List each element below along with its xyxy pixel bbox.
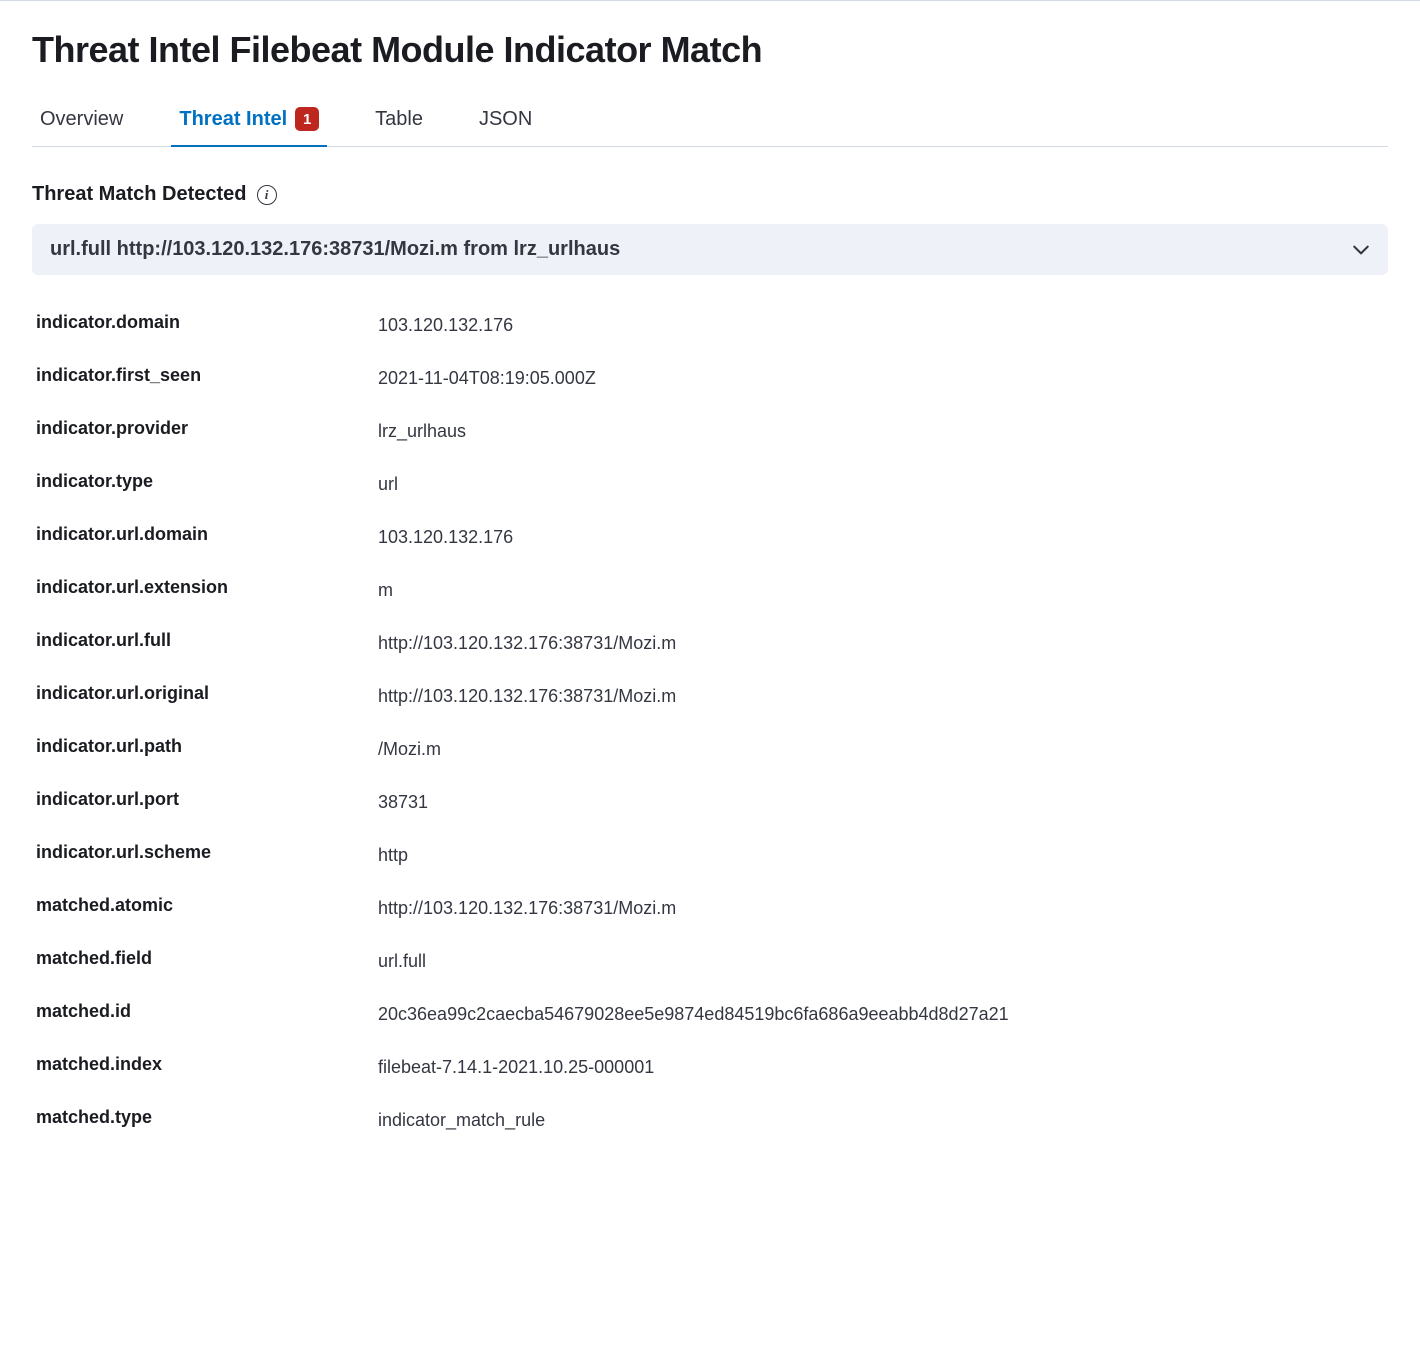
detail-row: indicator.url.path/Mozi.m [32, 723, 1388, 776]
detail-key: indicator.url.port [36, 789, 378, 810]
threat-match-accordion[interactable]: url.full http://103.120.132.176:38731/Mo… [32, 224, 1388, 275]
detail-row: indicator.providerlrz_urlhaus [32, 405, 1388, 458]
detail-value: url [378, 471, 1384, 498]
detail-row: matched.id20c36ea99c2caecba54679028ee5e9… [32, 988, 1388, 1041]
detail-key: matched.index [36, 1054, 378, 1075]
detail-key: indicator.url.scheme [36, 842, 378, 863]
detail-row: matched.fieldurl.full [32, 935, 1388, 988]
top-divider [0, 0, 1420, 1]
detail-key: indicator.domain [36, 312, 378, 333]
detail-row: matched.indexfilebeat-7.14.1-2021.10.25-… [32, 1041, 1388, 1094]
tab-table[interactable]: Table [367, 96, 431, 147]
detail-row: indicator.first_seen2021-11-04T08:19:05.… [32, 352, 1388, 405]
detail-row: indicator.domain103.120.132.176 [32, 299, 1388, 352]
detail-key: indicator.type [36, 471, 378, 492]
tab-threat-intel[interactable]: Threat Intel 1 [171, 95, 327, 147]
detail-row: indicator.url.port38731 [32, 776, 1388, 829]
page-title: Threat Intel Filebeat Module Indicator M… [32, 29, 1388, 71]
detail-key: indicator.url.extension [36, 577, 378, 598]
tab-label: JSON [479, 108, 532, 131]
accordion-title: url.full http://103.120.132.176:38731/Mo… [50, 238, 620, 261]
detail-key: indicator.url.original [36, 683, 378, 704]
detail-row: indicator.typeurl [32, 458, 1388, 511]
section-heading-text: Threat Match Detected [32, 183, 247, 206]
detail-key: indicator.first_seen [36, 365, 378, 386]
tab-label: Threat Intel [179, 108, 287, 131]
detail-value: 2021-11-04T08:19:05.000Z [378, 365, 1384, 392]
tabs-bar: Overview Threat Intel 1 Table JSON [32, 95, 1388, 147]
detail-row: indicator.url.extensionm [32, 564, 1388, 617]
detail-row: matched.typeindicator_match_rule [32, 1094, 1388, 1147]
detail-value: 38731 [378, 789, 1384, 816]
detail-value: http://103.120.132.176:38731/Mozi.m [378, 683, 1384, 710]
info-icon[interactable]: i [257, 185, 277, 205]
tab-overview[interactable]: Overview [32, 96, 131, 147]
detail-value: indicator_match_rule [378, 1107, 1384, 1134]
tab-json[interactable]: JSON [471, 96, 540, 147]
detail-value: lrz_urlhaus [378, 418, 1384, 445]
detail-value: 103.120.132.176 [378, 524, 1384, 551]
detail-key: indicator.url.full [36, 630, 378, 651]
detail-key: matched.type [36, 1107, 378, 1128]
detail-row: indicator.url.schemehttp [32, 829, 1388, 882]
details-list: indicator.domain103.120.132.176indicator… [32, 299, 1388, 1147]
main-container: Threat Intel Filebeat Module Indicator M… [0, 29, 1420, 1179]
detail-row: indicator.url.originalhttp://103.120.132… [32, 670, 1388, 723]
detail-value: http [378, 842, 1384, 869]
tab-badge: 1 [295, 107, 319, 131]
detail-row: matched.atomichttp://103.120.132.176:387… [32, 882, 1388, 935]
detail-value: url.full [378, 948, 1384, 975]
tab-label: Table [375, 108, 423, 131]
detail-value: http://103.120.132.176:38731/Mozi.m [378, 630, 1384, 657]
detail-value: filebeat-7.14.1-2021.10.25-000001 [378, 1054, 1384, 1081]
detail-value: m [378, 577, 1384, 604]
detail-value: http://103.120.132.176:38731/Mozi.m [378, 895, 1384, 922]
detail-key: indicator.url.path [36, 736, 378, 757]
detail-key: indicator.url.domain [36, 524, 378, 545]
detail-row: indicator.url.domain103.120.132.176 [32, 511, 1388, 564]
detail-value: /Mozi.m [378, 736, 1384, 763]
tab-label: Overview [40, 108, 123, 131]
detail-key: matched.id [36, 1001, 378, 1022]
detail-key: matched.atomic [36, 895, 378, 916]
section-heading: Threat Match Detected i [32, 183, 1388, 206]
detail-row: indicator.url.fullhttp://103.120.132.176… [32, 617, 1388, 670]
detail-value: 20c36ea99c2caecba54679028ee5e9874ed84519… [378, 1001, 1384, 1028]
chevron-down-icon [1352, 241, 1370, 259]
detail-key: matched.field [36, 948, 378, 969]
detail-value: 103.120.132.176 [378, 312, 1384, 339]
detail-key: indicator.provider [36, 418, 378, 439]
